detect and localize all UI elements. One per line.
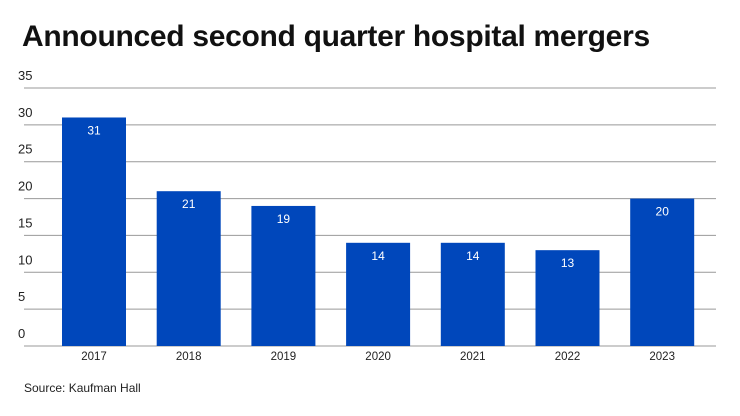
- bar-2022: [535, 250, 600, 346]
- data-label: 13: [561, 256, 575, 270]
- chart-title: Announced second quarter hospital merger…: [22, 20, 650, 53]
- x-tick-label: 2019: [271, 351, 297, 363]
- bar-2019: [251, 205, 316, 346]
- bar-2017: [62, 117, 126, 346]
- x-tick-label: 2018: [176, 351, 202, 363]
- y-tick-label: 20: [18, 179, 32, 194]
- x-tick-label: 2022: [555, 351, 581, 363]
- x-tick-label: 2020: [365, 351, 391, 363]
- bar-2018: [156, 191, 221, 346]
- bar-2021: [440, 242, 505, 346]
- data-label: 14: [371, 249, 385, 263]
- x-tick-label: 2021: [460, 351, 486, 363]
- y-tick-label: 25: [18, 142, 32, 157]
- data-label: 21: [182, 197, 196, 211]
- source-note: Source: Kaufman Hall: [24, 381, 141, 395]
- y-tick-label: 35: [18, 68, 32, 83]
- bar-2023: [630, 198, 695, 346]
- bar-2020: [346, 242, 411, 346]
- y-tick-label: 15: [18, 215, 32, 230]
- data-label: 20: [656, 205, 670, 219]
- y-tick-label: 10: [18, 252, 32, 267]
- x-tick-label: 2023: [649, 351, 675, 363]
- y-tick-label: 0: [18, 326, 25, 341]
- y-tick-label: 5: [18, 289, 25, 304]
- y-tick-label: 30: [18, 105, 32, 120]
- data-label: 19: [277, 212, 291, 226]
- x-tick-label: 2017: [81, 351, 107, 363]
- data-label: 31: [87, 123, 101, 137]
- data-label: 14: [466, 249, 480, 263]
